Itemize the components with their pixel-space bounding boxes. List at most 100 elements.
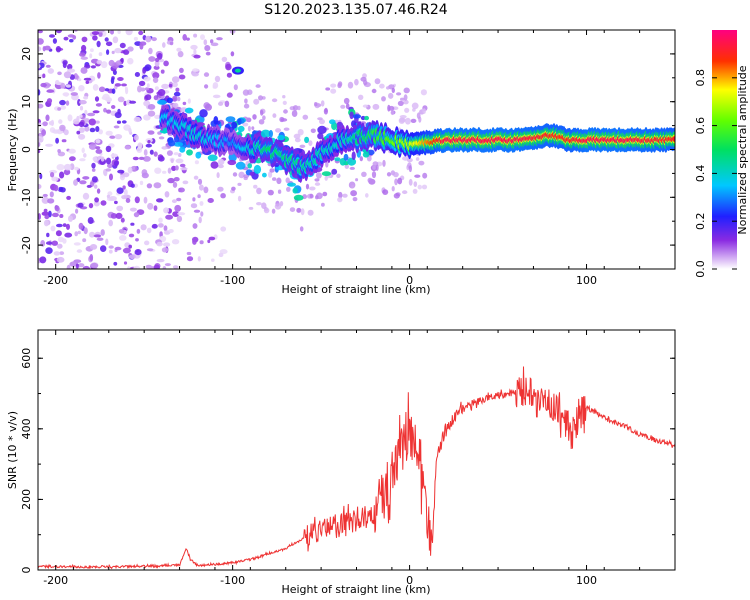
noise-cell [111,88,116,94]
noise-cell [118,229,125,234]
signal-cell [207,154,218,162]
halo-cell [406,158,413,163]
chart-title: S120.2023.135.07.46.R24 [264,2,447,18]
signal-cell [157,99,167,105]
noise-cell [46,98,53,104]
halo-cell [365,193,369,198]
noise-cell [38,38,44,45]
noise-cell [59,124,66,132]
halo-cell [347,81,354,89]
noise-cell [204,103,212,111]
noise-cell [163,225,168,232]
noise-cell [154,167,162,174]
noise-cell [51,212,59,218]
noise-cell [78,133,86,140]
noise-cell [193,54,201,59]
noise-cell [63,129,69,136]
noise-cell [57,236,65,243]
halo-cell [299,226,304,232]
signal-cell [352,114,362,119]
noise-cell [186,37,190,41]
halo-cell [305,183,310,190]
noise-cell [51,176,59,182]
noise-cell [217,164,224,169]
noise-cell [103,107,107,113]
noise-cell [139,180,144,186]
noise-cell [176,47,182,52]
signal-cell [317,132,324,140]
noise-cell [123,100,127,106]
noise-cell [178,74,186,80]
noise-cell [38,141,41,148]
noise-cell [130,222,135,226]
x-tick-label: 100 [576,574,597,587]
halo-cell [416,112,421,119]
noise-cell [135,238,139,242]
noise-cell [117,30,121,34]
y-tick-label: 10 [20,95,33,109]
noise-cell [138,30,144,36]
noise-cell [110,77,115,85]
noise-cell [74,166,79,171]
signal-cell [260,129,271,138]
noise-cell [67,34,75,38]
noise-cell [106,194,111,199]
noise-cell [57,243,63,249]
noise-cell [114,200,118,205]
halo-cell [316,172,322,179]
halo-cell [397,100,404,106]
noise-cell [89,231,95,238]
noise-cell [87,112,96,117]
noise-cell [182,34,187,41]
halo-cell [260,109,264,116]
y-tick-label: 400 [20,418,33,439]
noise-cell [210,39,214,44]
noise-cell [123,261,128,265]
halo-cell [372,103,380,110]
noise-cell [155,57,160,63]
halo-cell [363,79,368,86]
noise-cell [68,215,73,222]
halo-cell [415,157,420,161]
noise-cell [77,230,81,235]
noise-cell [114,134,123,140]
signal-cell [173,91,181,97]
halo-cell [286,186,291,192]
noise-cell [114,111,122,119]
noise-cell [80,67,88,74]
noise-cell [192,223,198,229]
halo-cell [349,166,355,170]
noise-cell [79,105,84,111]
noise-cell [151,37,157,42]
spectrogram-y-ticks: -20 -10 0 10 20 [20,29,675,270]
halo-cell [237,182,242,186]
noise-cell [153,151,158,157]
noise-cell [95,126,100,132]
noise-cell [100,229,105,236]
halo-cell [272,177,277,181]
noise-cell [176,215,183,223]
noise-cell [144,240,150,246]
noise-cell [194,160,199,165]
noise-cell [175,158,184,164]
noise-cell [79,180,87,185]
noise-cell [52,129,60,134]
noise-cell [192,238,197,245]
noise-cell [57,107,62,111]
halo-cell [388,105,395,111]
halo-cell [366,155,372,162]
noise-cell [139,43,144,50]
halo-cell [405,117,411,125]
noise-cell [128,254,136,260]
noise-cell [171,199,177,204]
noise-cell [114,83,122,87]
noise-cell [81,44,87,52]
noise-cell [147,104,156,110]
noise-cell [78,121,85,128]
halo-cell [390,110,395,116]
noise-cell [152,72,160,79]
noise-cell [111,50,115,55]
noise-cell [108,59,115,67]
noise-cell [162,42,166,48]
noise-cell [92,35,98,41]
